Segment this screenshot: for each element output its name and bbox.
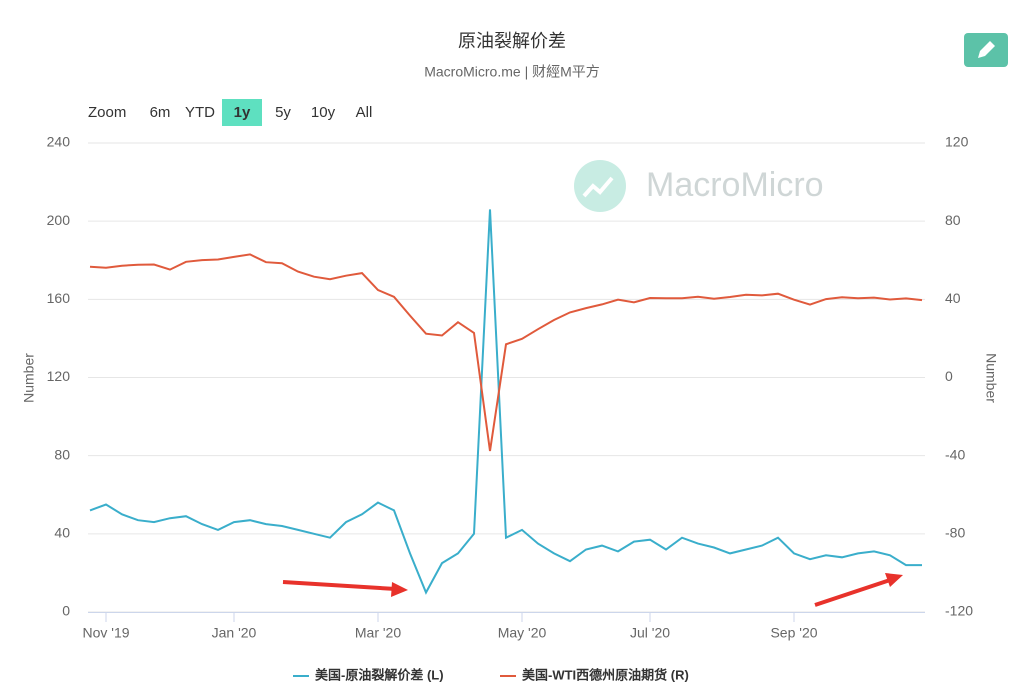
range-label: Zoom <box>88 104 126 121</box>
y-tick-label: 80 <box>54 446 70 462</box>
watermark-logo <box>574 160 626 212</box>
range-button-bg[interactable] <box>222 99 262 126</box>
legend-label[interactable]: 美国-原油裂解价差 (L) <box>315 667 444 682</box>
y2-tick-label: -120 <box>945 603 973 619</box>
x-tick-label: Jul '20 <box>630 625 670 641</box>
x-tick-label: Sep '20 <box>770 625 817 641</box>
y2-tick-label: 120 <box>945 134 969 150</box>
chart-title: 原油裂解价差 <box>458 31 566 51</box>
arrow-head <box>391 582 408 597</box>
y-tick-label: 40 <box>54 525 70 541</box>
watermark-logo-mark <box>582 176 614 198</box>
watermark: MacroMicro <box>574 160 824 212</box>
grid: 0 40 80 120 160 200 240 -120 -80 -40 0 40 80 120 Nov '… <box>47 134 974 641</box>
edit-icon <box>978 41 995 58</box>
y2-tick-label: 40 <box>945 290 961 306</box>
x-tick-label: Nov '19 <box>82 625 129 641</box>
range-button[interactable]: 10y <box>311 104 336 121</box>
watermark-text: MacroMicro <box>646 166 824 204</box>
range-button[interactable]: YTD <box>185 104 215 121</box>
series-line <box>89 253 923 452</box>
x-tick-label: Mar '20 <box>355 625 401 641</box>
legend-label[interactable]: 美国-WTI西德州原油期货 (R) <box>522 667 689 682</box>
y-tick-label: 0 <box>62 603 70 619</box>
y2-tick-label: 80 <box>945 212 961 228</box>
range-button[interactable]: 6m <box>150 104 171 121</box>
range-button[interactable]: All <box>356 104 373 121</box>
y-axis-title: Number <box>21 353 37 403</box>
x-tick-label: May '20 <box>498 625 547 641</box>
range-selector: Zoom 6m YTD 1y 5y 10y All <box>88 99 372 126</box>
y2-axis-title: Number <box>983 353 999 403</box>
y-tick-label: 120 <box>47 368 71 384</box>
range-button[interactable]: 5y <box>275 104 291 121</box>
annotation-arrows <box>282 573 903 607</box>
y-tick-label: 160 <box>47 290 71 306</box>
y-tick-label: 240 <box>47 134 71 150</box>
edit-button[interactable] <box>964 33 1008 67</box>
y2-tick-label: -80 <box>945 525 965 541</box>
series-line <box>89 209 922 595</box>
arrow-head <box>885 573 903 587</box>
plot-area <box>89 209 923 595</box>
arrow-shaft <box>282 580 397 591</box>
y2-tick-label: -40 <box>945 446 965 462</box>
y-tick-label: 200 <box>47 212 71 228</box>
legend: 美国-原油裂解价差 (L) 美国-WTI西德州原油期货 (R) <box>293 667 689 682</box>
chart-subtitle: MacroMicro.me | 财經M平方 <box>424 64 600 80</box>
arrow-shaft <box>814 578 891 607</box>
y2-tick-label: 0 <box>945 368 953 384</box>
x-tick-label: Jan '20 <box>212 625 257 641</box>
range-button[interactable]: 1y <box>234 104 251 121</box>
